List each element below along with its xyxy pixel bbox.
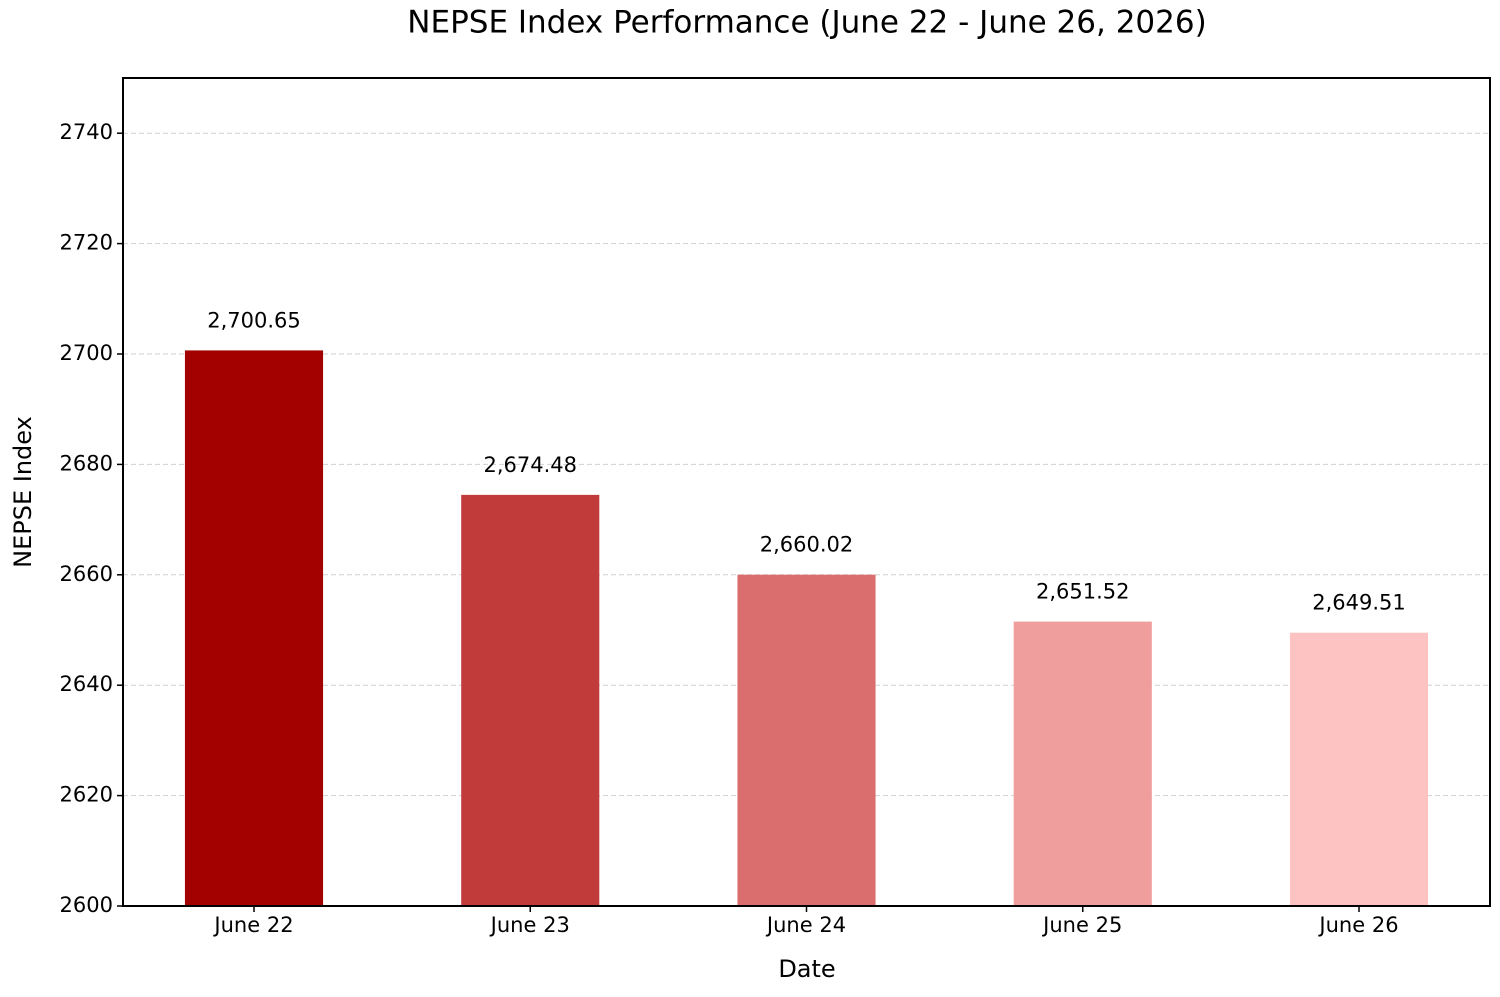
value-label: 2,660.02: [760, 533, 854, 557]
value-label: 2,700.65: [207, 308, 301, 332]
y-tick-label: 2680: [60, 451, 113, 475]
bar: [1289, 632, 1429, 906]
value-label: 2,649.51: [1312, 591, 1406, 615]
value-label: 2,674.48: [483, 453, 577, 477]
bar: [1013, 621, 1152, 906]
bar: [461, 494, 600, 906]
x-axis-label: Date: [778, 955, 835, 983]
x-tick-label: June 25: [1041, 913, 1122, 937]
y-tick-label: 2700: [60, 341, 113, 365]
y-tick-label: 2720: [60, 231, 113, 255]
y-tick-label: 2640: [60, 672, 113, 696]
x-tick-label: June 24: [765, 913, 846, 937]
y-tick-label: 2660: [60, 562, 113, 586]
y-tick-label: 2740: [60, 120, 113, 144]
bar: [184, 350, 324, 906]
chart-title: NEPSE Index Performance (June 22 - June …: [407, 5, 1206, 41]
value-label: 2,651.52: [1036, 580, 1130, 604]
y-axis-label: NEPSE Index: [9, 416, 37, 568]
x-tick-label: June 26: [1317, 913, 1398, 937]
bar: [737, 574, 876, 906]
x-tick-label: June 22: [212, 913, 293, 937]
x-tick-label: June 23: [489, 913, 570, 937]
plot-frame: [122, 77, 1491, 907]
y-tick-label: 2600: [60, 893, 113, 917]
y-tick-label: 2620: [60, 783, 113, 807]
